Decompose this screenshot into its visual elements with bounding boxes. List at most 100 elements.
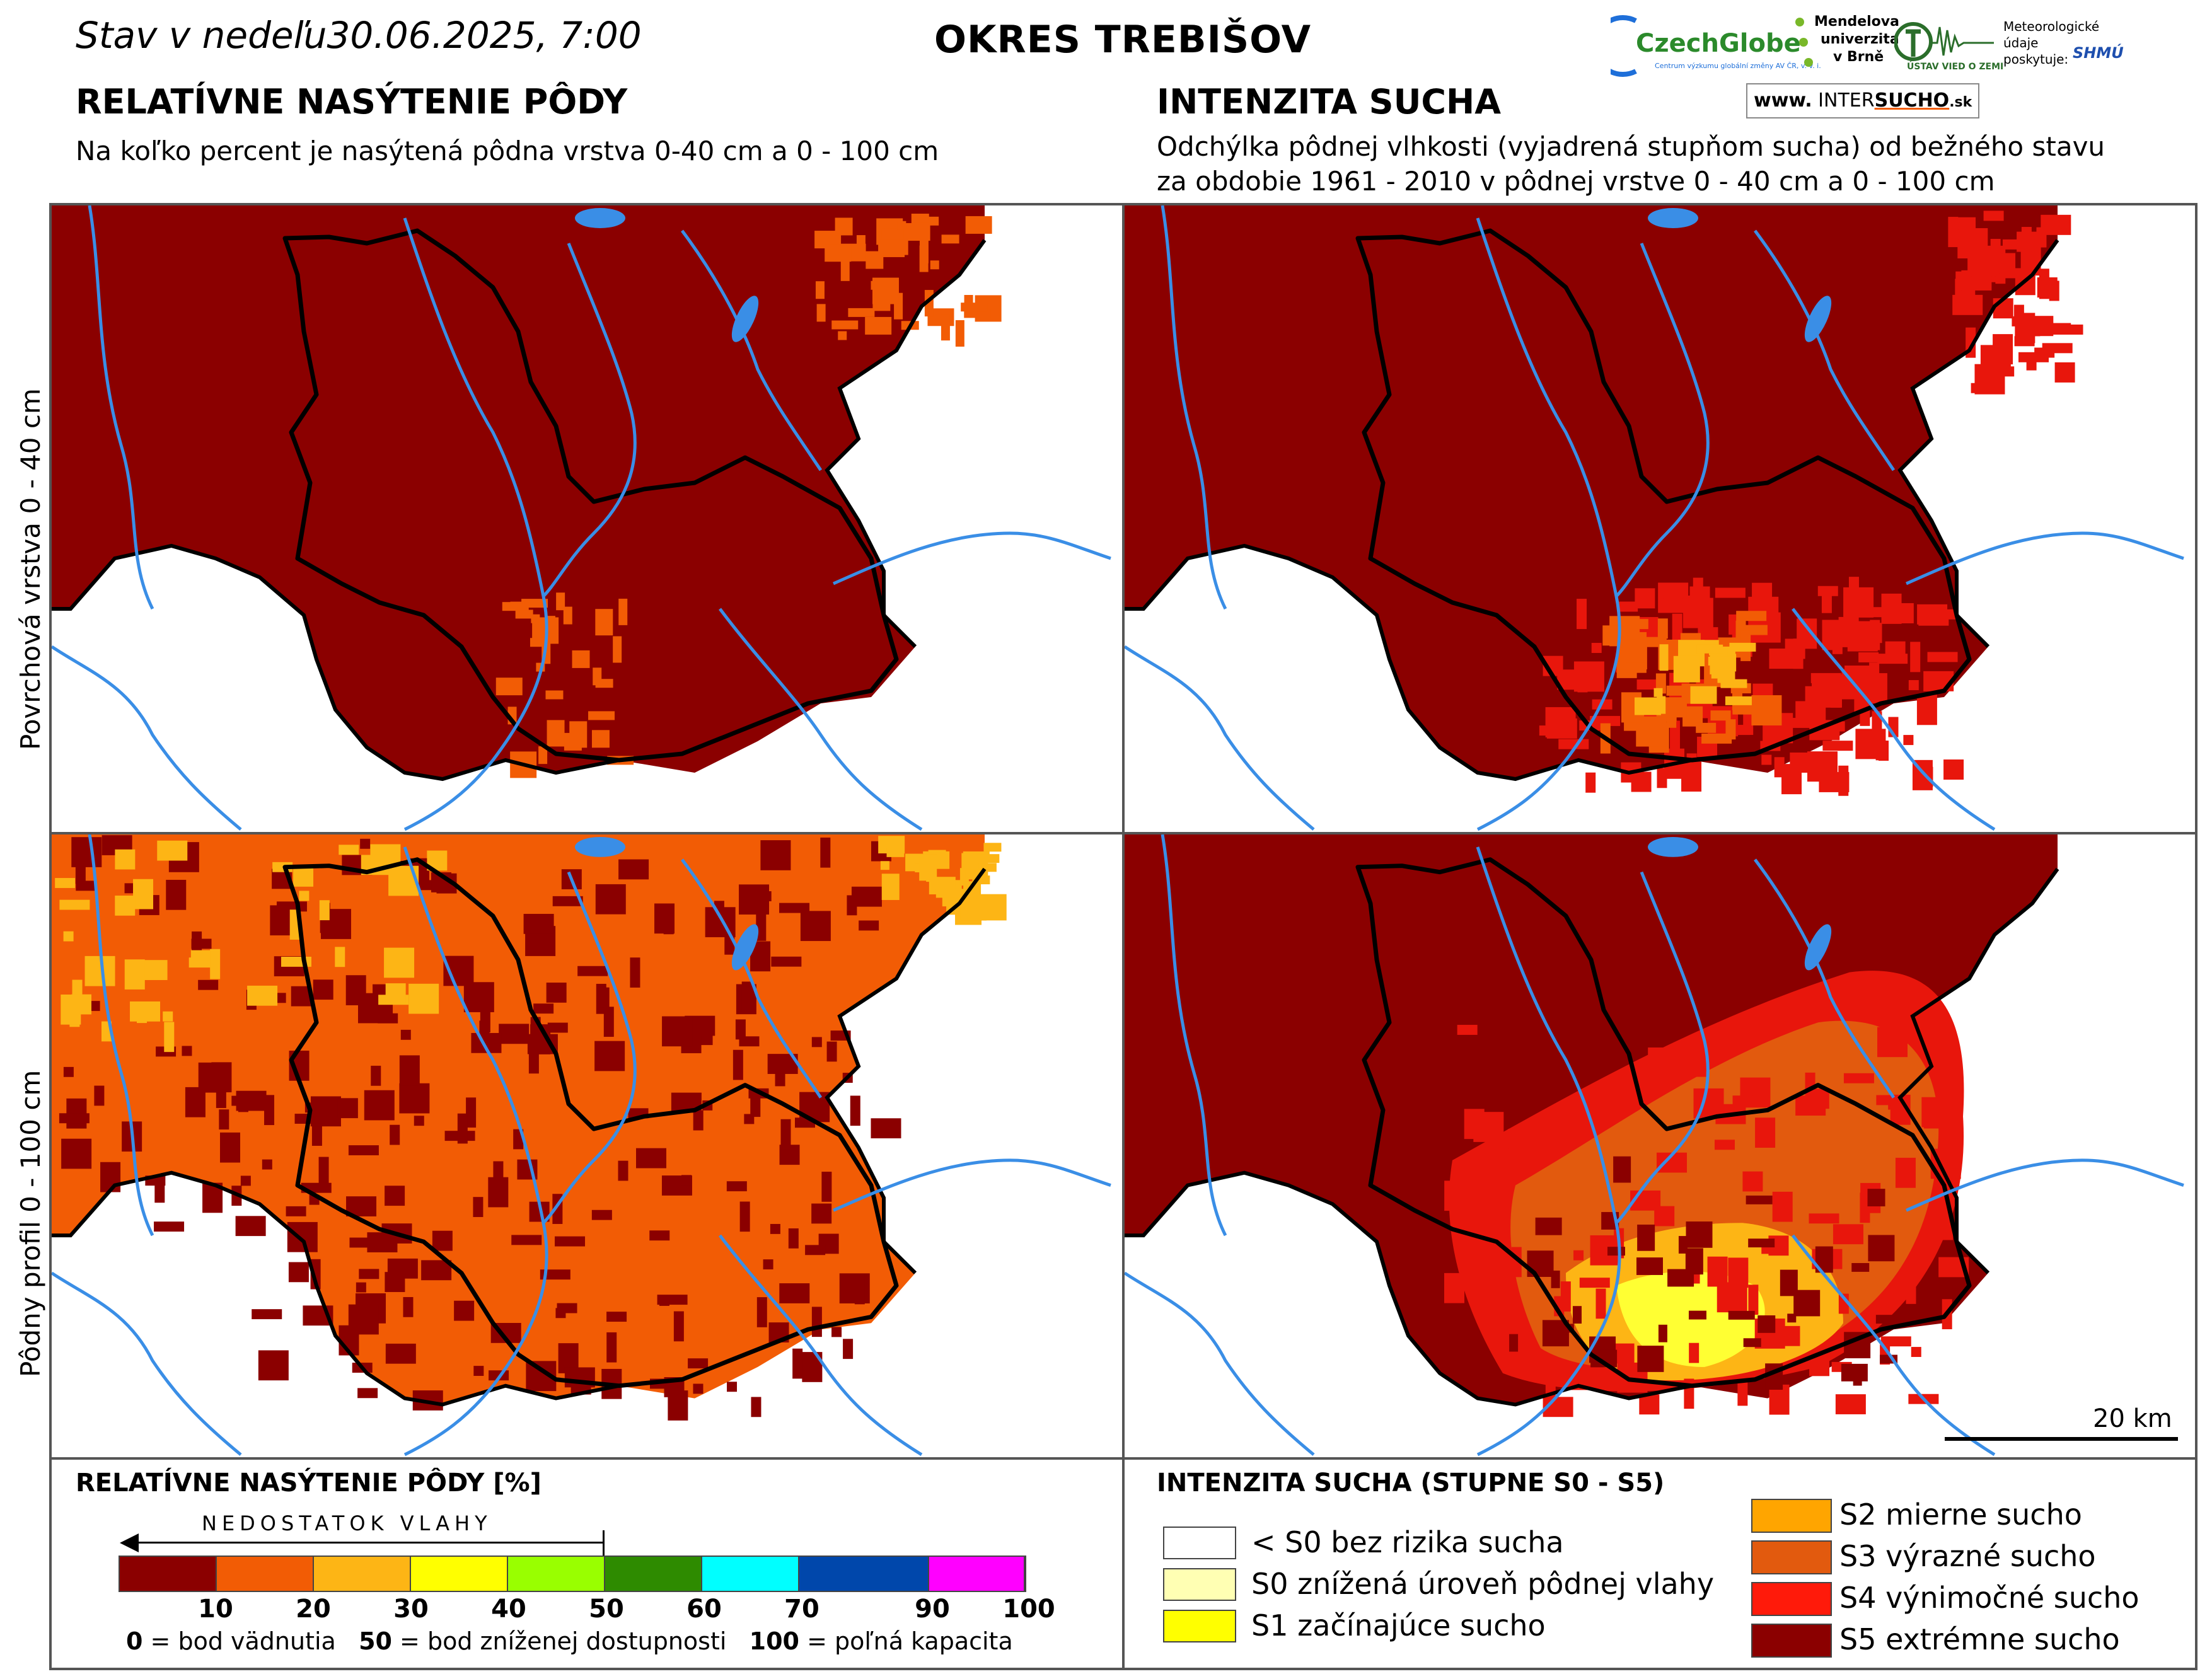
map-pixel-patch: [1995, 274, 2006, 284]
map-pixel-patch: [843, 1339, 854, 1359]
map-pixel-patch: [1835, 1394, 1866, 1414]
shmu-logo[interactable]: Meteorologické údaje poskytuje: SHMÚ: [2003, 19, 2124, 82]
map-pixel-patch: [1952, 229, 1972, 240]
map-pixel-patch: [124, 959, 145, 990]
map-pixel-patch: [733, 1049, 743, 1080]
map-pixel-patch: [1841, 1363, 1868, 1382]
map-pixel-patch: [299, 891, 310, 901]
reservoir: [731, 296, 759, 342]
legend-swatch: [1751, 1624, 1832, 1658]
colorbar-tick-label: 100: [1002, 1595, 1055, 1624]
map-pixel-patch: [744, 1114, 755, 1124]
map-pixel-patch: [760, 840, 791, 870]
map-pixel-patch: [872, 277, 899, 304]
map-pixel-patch: [1715, 587, 1746, 598]
map-pixel-patch: [1838, 765, 1849, 796]
colorbar-tick-label: 20: [296, 1595, 331, 1624]
left-subtitle: Na koľko percent je nasýtená pôdna vrstv…: [76, 136, 939, 166]
map-pixel-patch: [1637, 1224, 1655, 1251]
map-pixel-patch: [1895, 1157, 1916, 1188]
czechglobe-logo[interactable]: CzechGlobe Centrum výzkumu globální změn…: [1592, 11, 1821, 81]
colorbar-segment: [799, 1557, 929, 1591]
map-drought-0-100[interactable]: [1125, 834, 2195, 1457]
map-pixel-patch: [432, 1230, 453, 1251]
map-pixel-patch: [955, 320, 964, 347]
map-pixel-patch: [693, 1110, 704, 1131]
river: [1615, 243, 1710, 597]
colorbar-tick-label: 90: [915, 1595, 950, 1624]
map-pixel-patch: [182, 1046, 192, 1056]
colorbar-segment: [120, 1557, 217, 1591]
frame-divider-middle: [49, 832, 2198, 834]
map-pixel-patch: [488, 1177, 509, 1208]
note-0-value: 0: [126, 1627, 143, 1655]
map-pixel-patch: [771, 956, 802, 967]
map-drought-0-40[interactable]: [1125, 205, 2195, 832]
map-pixel-patch: [1658, 1324, 1667, 1342]
note-50-text: = bod zníženej dostupnosti: [391, 1627, 727, 1655]
map-pixel-patch: [1715, 1140, 1735, 1150]
map-pixel-patch: [1885, 641, 1906, 662]
map-pixel-patch: [2017, 231, 2037, 252]
map-pixel-patch: [693, 1383, 704, 1394]
map-pixel-patch: [1729, 642, 1756, 652]
map-pixel-patch: [2014, 336, 2035, 347]
dot-icon: [1799, 38, 1808, 47]
map-pixel-patch: [1556, 1367, 1577, 1378]
map-pixel-patch: [838, 331, 847, 340]
map-pixel-patch: [1790, 752, 1810, 773]
map-pixel-patch: [235, 1216, 266, 1237]
colorbar-tick-label: 40: [491, 1595, 526, 1624]
map-pixel-patch: [211, 1062, 232, 1093]
uvz-logo[interactable]: ÚSTAV VIED O ZEMI: [1894, 18, 2003, 78]
map-pixel-patch: [130, 1001, 161, 1022]
map-pixel-patch: [1812, 677, 1843, 708]
river: [403, 217, 548, 831]
colorbar-tick-label: 60: [686, 1595, 722, 1624]
lake: [575, 208, 625, 228]
map-pixel-patch: [1910, 642, 1921, 672]
arrow-left-icon: [120, 1533, 139, 1552]
map-pixel-patch: [1572, 1306, 1582, 1324]
intersucho-logo[interactable]: www. INTERSUCHO.sk: [1746, 83, 1979, 118]
map-pixel-patch: [1681, 1068, 1692, 1078]
map-pixel-patch: [287, 1221, 318, 1252]
map-pixel-patch: [154, 1182, 165, 1203]
map-pixel-patch: [55, 878, 76, 888]
map-saturation-0-100[interactable]: [52, 834, 1122, 1457]
map-pixel-patch: [1688, 1310, 1706, 1320]
lake: [1648, 208, 1698, 228]
map-pixel-patch: [1732, 1095, 1753, 1106]
map-pixel-patch: [577, 966, 608, 976]
map-pixel-patch: [59, 899, 90, 910]
map-pixel-patch: [1933, 1220, 1954, 1240]
map-pixel-patch: [154, 1221, 185, 1232]
map-pixel-patch: [1672, 613, 1682, 644]
map-pixel-patch: [198, 979, 219, 990]
map-saturation-0-40[interactable]: [52, 205, 1122, 832]
map-pixel-patch: [751, 1397, 761, 1417]
map-pixel-patch: [545, 690, 564, 700]
map-pixel-patch: [1908, 680, 1919, 691]
district-title: OKRES TREBIŠOV: [934, 18, 1312, 62]
map-pixel-patch: [831, 320, 859, 330]
map-pixel-patch: [1626, 662, 1647, 673]
map-pixel-patch: [238, 1092, 248, 1112]
map-pixel-patch: [591, 730, 610, 748]
map-pixel-patch: [1903, 735, 1914, 746]
map-pixel-patch: [1746, 1195, 1773, 1204]
map-pixel-patch: [569, 721, 588, 748]
state-border: [52, 867, 987, 1407]
map-pixel-patch: [400, 1029, 411, 1040]
mendelu-logo[interactable]: Mendelova univerzita v Brně: [1795, 14, 1899, 77]
map-pixel-patch: [811, 1037, 822, 1048]
map-pixel-patch: [805, 1245, 826, 1256]
map-pixel-patch: [792, 1348, 803, 1379]
map-pixel-patch: [770, 1223, 780, 1234]
river: [680, 229, 823, 471]
dot-icon: [1804, 58, 1813, 67]
map-pixel-patch: [552, 896, 583, 906]
map-pixel-patch: [1728, 1257, 1749, 1288]
map-pixel-patch: [2036, 227, 2047, 248]
river: [52, 1271, 242, 1456]
